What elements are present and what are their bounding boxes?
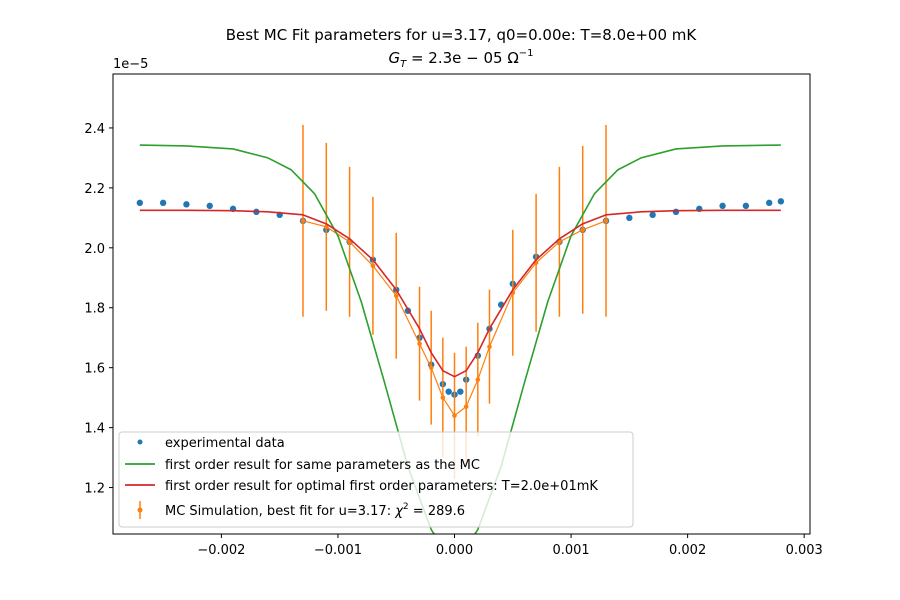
experimental-data-point [206, 202, 213, 210]
x-tick-label: 0.003 [786, 543, 823, 558]
experimental-data-point [159, 199, 167, 207]
x-tick-label: −0.002 [197, 543, 245, 558]
mc-simulation-line [302, 220, 607, 417]
experimental-data-point [777, 198, 785, 205]
experimental-data-point [766, 199, 773, 207]
y-tick-label: 1.4 [84, 422, 105, 437]
x-axis: −0.002 −0.001 0.000 0.001 0.002 0.003 [197, 534, 823, 558]
first-order-optimal-line [139, 209, 781, 378]
legend-label-experimental: experimental data [165, 436, 285, 451]
experimental-data-point [136, 199, 144, 207]
legend: experimental data first order result for… [118, 431, 634, 528]
x-tick-label: 0.002 [669, 543, 706, 558]
experimental-data-point [719, 202, 726, 210]
legend-box [118, 431, 634, 528]
y-offset-label: 1e−5 [113, 57, 148, 72]
experimental-data-point [672, 208, 680, 216]
x-tick-label: −0.001 [314, 543, 362, 558]
y-tick-label: 1.2 [84, 482, 105, 497]
y-tick-label: 1.8 [84, 302, 105, 317]
legend-marker-experimental [137, 439, 143, 445]
experimental-data-point [183, 201, 190, 208]
y-tick-label: 1.6 [84, 362, 105, 377]
y-tick-label: 2.2 [84, 182, 105, 197]
chart-title: Best MC Fit parameters for u=3.17, q0=0.… [226, 26, 698, 44]
experimental-data-point [457, 388, 464, 395]
y-tick-label: 2.4 [84, 122, 105, 137]
experimental-data-point [445, 388, 452, 395]
y-tick-label: 2.0 [84, 242, 105, 257]
y-axis: 1.2 1.4 1.6 1.8 2.0 2.2 2.4 [84, 122, 113, 497]
chart-subtitle: GT = 2.3e − 05 Ω−1 [388, 48, 533, 70]
legend-marker-mc-point [137, 507, 143, 513]
x-tick-label: 0.000 [436, 543, 473, 558]
experimental-data-point [742, 202, 750, 210]
first-order-same-line [139, 144, 781, 534]
experimental-data-point [626, 214, 633, 222]
experimental-data-point [649, 211, 656, 219]
legend-label-first-order-optimal: first order result for optimal first ord… [165, 479, 598, 494]
legend-label-mc: MC Simulation, best fit for u=3.17: χ2 =… [165, 502, 465, 519]
x-tick-label: 0.001 [552, 543, 589, 558]
axes-frame [112, 73, 811, 535]
legend-label-first-order-same: first order result for same parameters a… [165, 458, 480, 473]
